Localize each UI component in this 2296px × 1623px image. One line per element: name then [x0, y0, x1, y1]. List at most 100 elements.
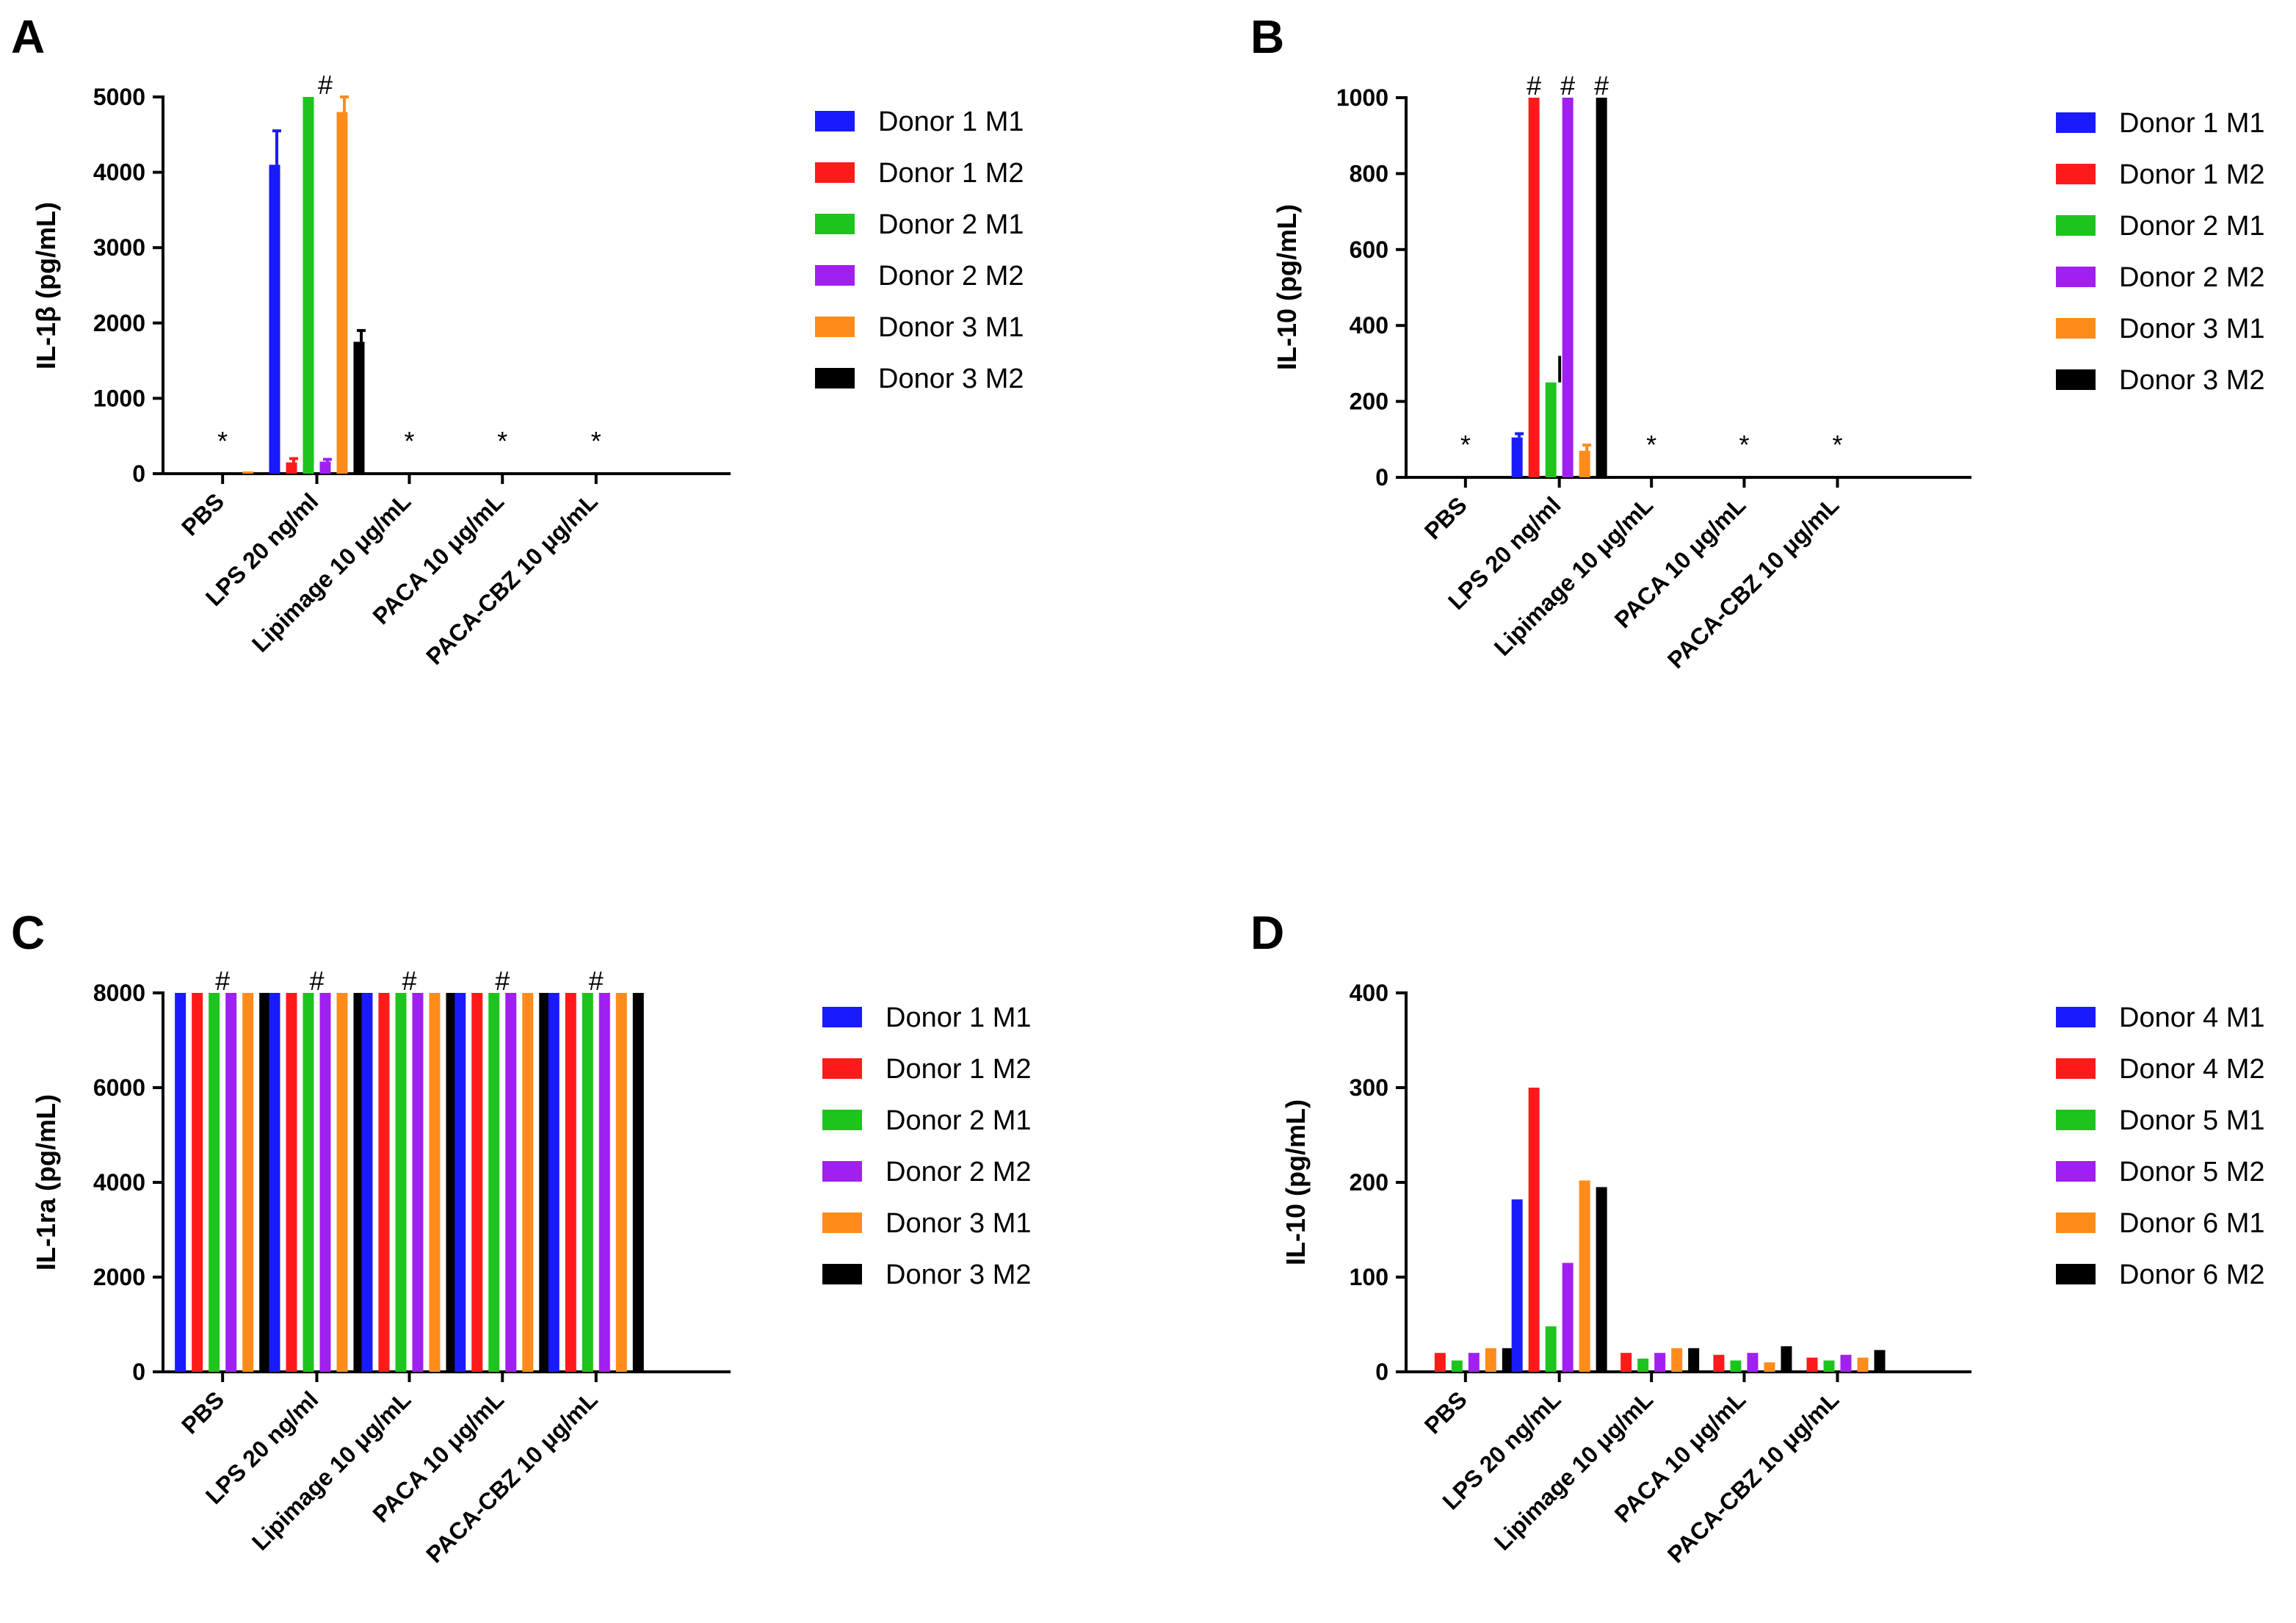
bar	[598, 993, 610, 1372]
legend-label: Donor 5 M1	[2119, 1105, 2265, 1136]
legend-label: Donor 5 M2	[2119, 1157, 2265, 1188]
bar	[242, 993, 254, 1372]
y-tick-label: 0	[132, 1359, 145, 1385]
bar	[225, 993, 237, 1372]
legend-label: Donor 1 M1	[878, 106, 1024, 137]
bar	[1671, 1348, 1683, 1372]
x-tick-label: PACA-CBZ 10 μg/mL	[1662, 1386, 1844, 1568]
significance-mark: #	[318, 70, 333, 100]
bar	[269, 165, 280, 474]
y-tick-label: 2000	[93, 1264, 145, 1290]
bar	[632, 993, 644, 1372]
x-tick-label: PBS	[1419, 491, 1472, 544]
significance-mark: *	[1833, 430, 1843, 460]
legend-swatch	[815, 111, 855, 131]
legend-label: Donor 3 M2	[2119, 365, 2265, 396]
significance-mark: #	[309, 966, 324, 996]
bar	[1434, 1353, 1446, 1372]
legend-swatch	[822, 1264, 862, 1284]
legend-label: Donor 3 M1	[878, 312, 1024, 343]
significance-mark: #	[215, 966, 230, 996]
bar	[319, 993, 331, 1372]
legend-swatch	[822, 1161, 862, 1182]
legend-label: Donor 2 M1	[878, 209, 1024, 240]
bar	[1713, 1354, 1725, 1372]
bar	[336, 993, 348, 1372]
significance-mark: #	[589, 966, 604, 996]
y-tick-label: 5000	[93, 84, 145, 110]
legend-label: Donor 1 M1	[2119, 108, 2265, 139]
legend-label: Donor 1 M2	[2119, 159, 2265, 190]
legend-swatch	[815, 214, 855, 234]
legend-label: Donor 2 M2	[886, 1157, 1032, 1188]
legend-label: Donor 1 M2	[878, 158, 1024, 189]
x-tick-label: PACA-CBZ 10 μg/mL	[421, 1386, 603, 1568]
y-tick-label: 0	[1375, 464, 1388, 491]
bar	[1468, 1353, 1480, 1372]
legend-swatch	[822, 1110, 862, 1130]
bar	[1596, 98, 1607, 477]
legend-swatch	[2056, 164, 2096, 184]
significance-mark: *	[1646, 430, 1656, 460]
legend-label: Donor 3 M2	[886, 1259, 1032, 1290]
bar	[1451, 1360, 1463, 1372]
y-tick-label: 1000	[93, 385, 145, 411]
y-axis-label: IL-1ra (pg/mL)	[31, 1094, 61, 1270]
bar	[1874, 1350, 1886, 1372]
legend-swatch	[2056, 1007, 2096, 1027]
panel-letter: C	[11, 906, 45, 959]
bar	[1747, 1353, 1759, 1372]
y-tick-label: 8000	[93, 980, 145, 1006]
bar	[505, 993, 517, 1372]
bar	[319, 461, 331, 474]
bar	[1688, 1348, 1700, 1372]
legend-label: Donor 2 M2	[2119, 262, 2265, 293]
legend-swatch	[815, 368, 855, 388]
x-tick-label: Lipimage 10 μg/mL	[1489, 491, 1658, 660]
y-tick-label: 1000	[1336, 84, 1388, 111]
significance-mark: *	[1460, 430, 1471, 460]
legend-label: Donor 3 M2	[878, 364, 1024, 394]
bar	[1764, 1362, 1775, 1372]
y-tick-label: 3000	[93, 234, 145, 261]
bar	[259, 993, 271, 1372]
bar	[303, 97, 314, 474]
y-tick-label: 300	[1350, 1074, 1388, 1101]
legend-swatch	[2056, 1264, 2096, 1284]
bar	[582, 993, 593, 1372]
panel-letter: D	[1250, 906, 1284, 959]
bar	[286, 462, 297, 474]
legend-swatch	[815, 265, 855, 286]
bar	[1579, 1180, 1590, 1372]
bar	[1528, 98, 1540, 477]
legend-swatch	[815, 162, 855, 183]
panel-letter: A	[11, 10, 45, 63]
bar	[1823, 1360, 1835, 1372]
bar	[615, 993, 627, 1372]
bar	[1545, 1326, 1557, 1372]
bar	[522, 993, 534, 1372]
y-tick-label: 200	[1350, 388, 1388, 415]
legend-swatch	[2056, 215, 2096, 236]
bar	[242, 471, 254, 474]
panel-c: CIL-1ra (pg/mL)02000400060008000PBS#LPS …	[11, 906, 1032, 1568]
legend-label: Donor 2 M1	[2119, 211, 2265, 242]
y-tick-label: 600	[1350, 236, 1388, 263]
legend-swatch	[2056, 1212, 2096, 1233]
legend-swatch	[822, 1058, 862, 1079]
bar	[175, 993, 186, 1372]
x-tick-label: Lipimage 10 μg/mL	[247, 1386, 416, 1555]
legend-swatch	[2056, 1110, 2096, 1130]
significance-mark: #	[1527, 71, 1541, 101]
bar	[488, 993, 500, 1372]
legend-label: Donor 6 M1	[2119, 1208, 2265, 1239]
bar	[1637, 1358, 1649, 1372]
bar	[1857, 1357, 1869, 1372]
bar	[548, 993, 559, 1372]
bar	[1840, 1354, 1852, 1372]
legend-label: Donor 3 M1	[886, 1208, 1032, 1239]
legend-label: Donor 1 M2	[886, 1054, 1032, 1085]
x-tick-label: PBS	[1419, 1386, 1472, 1439]
panel-a: A IL-1β (pg/mL) 0 1000 2000 3000 4000 5000 PBS * L…	[11, 10, 1024, 670]
